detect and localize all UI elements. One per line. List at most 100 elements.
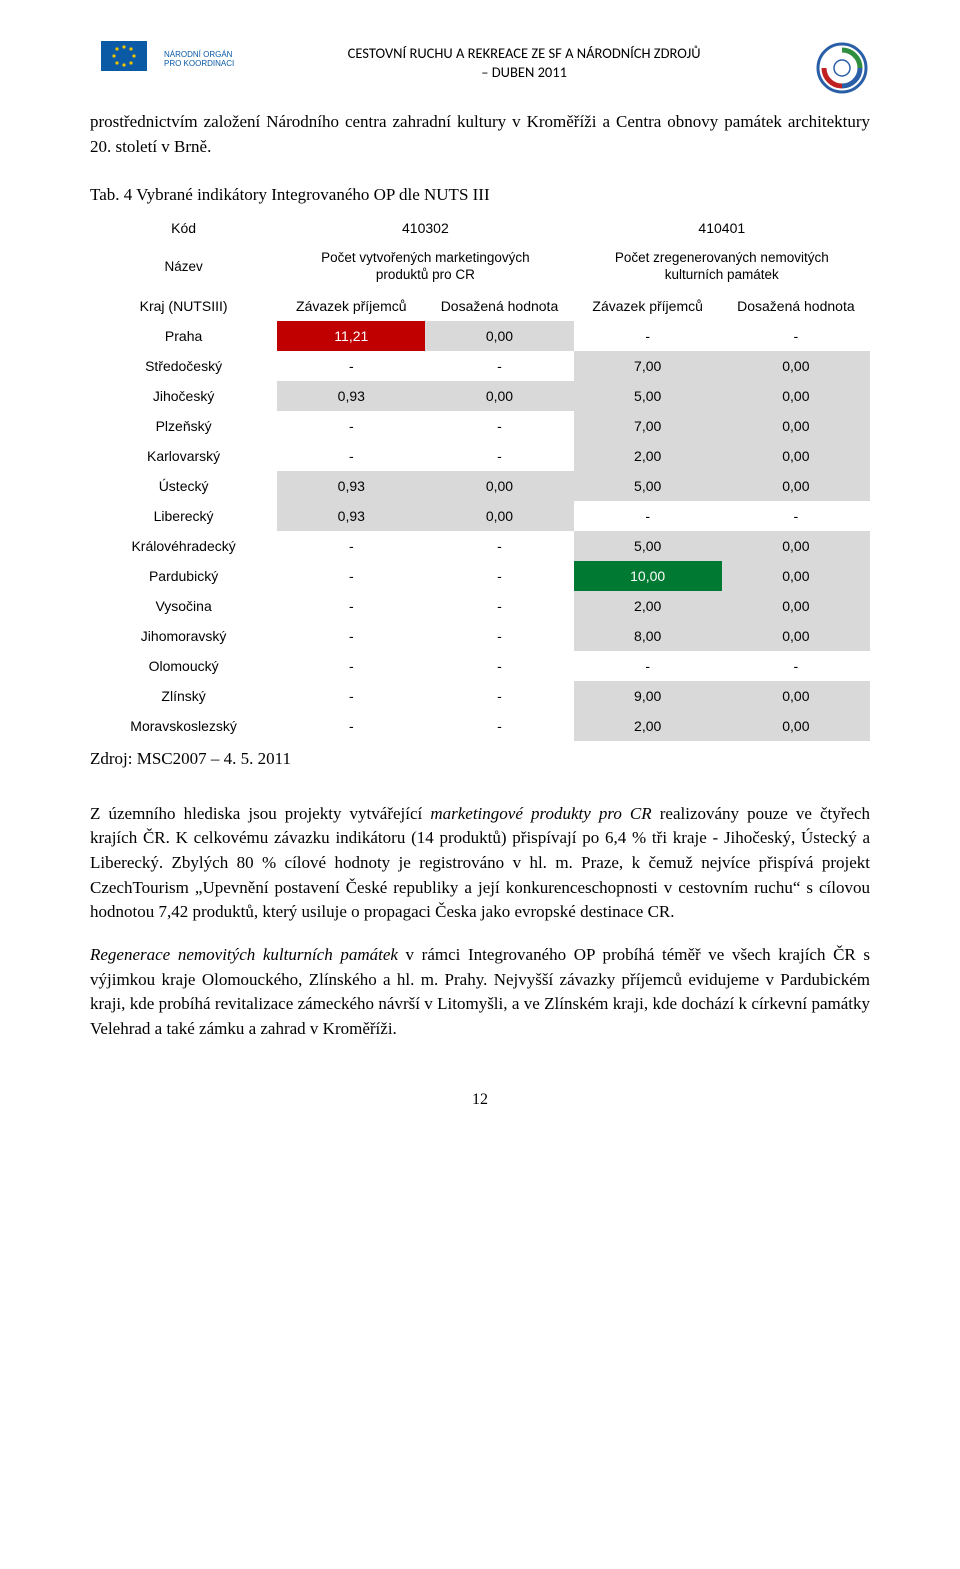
table-row: Plzeňský--7,000,00: [90, 411, 870, 441]
page-number: 12: [90, 1091, 870, 1109]
cell-value: 0,00: [722, 711, 870, 741]
page-header: NÁRODNÍ ORGÁN PRO KOORDINACI CESTOVNÍ RU…: [90, 40, 870, 96]
col-head-kraj: Kraj (NUTSIII): [90, 291, 277, 321]
cell-value: 7,00: [574, 411, 722, 441]
col-head-nazev: Název: [90, 243, 277, 291]
table-row: Karlovarský--2,000,00: [90, 441, 870, 471]
cell-value: -: [277, 651, 425, 681]
table-row: Moravskoslezský--2,000,00: [90, 711, 870, 741]
table-row-kod: Kód410302410401: [90, 213, 870, 243]
region-name: Vysočina: [90, 591, 277, 621]
cell-value: -: [425, 531, 573, 561]
region-name: Královéhradecký: [90, 531, 277, 561]
cell-value: 0,93: [277, 381, 425, 411]
cell-value: -: [425, 711, 573, 741]
cell-value: -: [425, 561, 573, 591]
cell-value: 10,00: [574, 561, 722, 591]
cell-value: 0,93: [277, 471, 425, 501]
p1-lead: Z územního hlediska jsou projekty vytvář…: [90, 804, 430, 823]
cell-value: 5,00: [574, 531, 722, 561]
cell-value: -: [722, 501, 870, 531]
cell-value: -: [425, 441, 573, 471]
ministry-seal-icon: [814, 40, 870, 96]
table-row: Jihomoravský--8,000,00: [90, 621, 870, 651]
table-row: Vysočina--2,000,00: [90, 591, 870, 621]
cell-value: 0,00: [722, 441, 870, 471]
region-name: Jihomoravský: [90, 621, 277, 651]
cell-value: 0,00: [722, 471, 870, 501]
table-row-nazev: NázevPočet vytvořených marketingovýchpro…: [90, 243, 870, 291]
indicator-name-1: Počet vytvořených marketingovýchproduktů…: [277, 243, 573, 291]
code-410302: 410302: [277, 213, 573, 243]
cell-value: -: [277, 681, 425, 711]
table-row: Olomoucký----: [90, 651, 870, 681]
table-row: Pardubický--10,000,00: [90, 561, 870, 591]
indicators-table: Kód410302410401NázevPočet vytvořených ma…: [90, 213, 870, 741]
table-caption: Tab. 4 Vybrané indikátory Integrovaného …: [90, 185, 870, 205]
subhead-3: Závazek příjemců: [574, 291, 722, 321]
cell-value: 0,00: [722, 591, 870, 621]
cell-value: -: [722, 651, 870, 681]
cell-value: 5,00: [574, 471, 722, 501]
cell-value: -: [277, 531, 425, 561]
cell-value: 0,00: [722, 561, 870, 591]
cell-value: -: [277, 441, 425, 471]
table-row: Zlínský--9,000,00: [90, 681, 870, 711]
cell-value: -: [574, 651, 722, 681]
cell-value: 0,00: [722, 351, 870, 381]
cell-value: -: [277, 411, 425, 441]
cell-value: 8,00: [574, 621, 722, 651]
region-name: Olomoucký: [90, 651, 277, 681]
table-row: Královéhradecký--5,000,00: [90, 531, 870, 561]
header-line1: CESTOVNÍ RUCHU A REKREACE ZE SF A NÁRODN…: [234, 44, 814, 63]
logo-right-wrap: [814, 40, 870, 96]
cell-value: 0,00: [722, 531, 870, 561]
cell-value: 2,00: [574, 711, 722, 741]
cell-value: -: [574, 321, 722, 351]
header-title: CESTOVNÍ RUCHU A REKREACE ZE SF A NÁRODN…: [234, 40, 814, 82]
cell-value: -: [425, 621, 573, 651]
region-name: Pardubický: [90, 561, 277, 591]
table-row: Středočeský--7,000,00: [90, 351, 870, 381]
cell-value: -: [425, 351, 573, 381]
subhead-4: Dosažená hodnota: [722, 291, 870, 321]
cell-value: 0,00: [722, 381, 870, 411]
cell-value: 2,00: [574, 441, 722, 471]
subhead-1: Závazek příjemců: [277, 291, 425, 321]
cell-value: 0,00: [425, 321, 573, 351]
region-name: Ústecký: [90, 471, 277, 501]
logo-left-label: NÁRODNÍ ORGÁN PRO KOORDINACI: [164, 51, 234, 69]
region-name: Středočeský: [90, 351, 277, 381]
col-head-kod: Kód: [90, 213, 277, 243]
page: NÁRODNÍ ORGÁN PRO KOORDINACI CESTOVNÍ RU…: [0, 0, 960, 1169]
cell-value: 5,00: [574, 381, 722, 411]
cell-value: 0,00: [425, 381, 573, 411]
cell-value: -: [425, 411, 573, 441]
body-intro: prostřednictvím založení Národního centr…: [90, 110, 870, 159]
cell-value: -: [425, 681, 573, 711]
cell-value: 2,00: [574, 591, 722, 621]
cell-value: -: [722, 321, 870, 351]
cell-value: -: [277, 561, 425, 591]
subhead-2: Dosažená hodnota: [425, 291, 573, 321]
region-name: Karlovarský: [90, 441, 277, 471]
cell-value: 0,00: [425, 501, 573, 531]
region-name: Plzeňský: [90, 411, 277, 441]
table-row: Praha11,210,00--: [90, 321, 870, 351]
cell-value: -: [425, 591, 573, 621]
table-row: Jihočeský0,930,005,000,00: [90, 381, 870, 411]
paragraph-2: Regenerace nemovitých kulturních památek…: [90, 943, 870, 1042]
cell-value: 0,93: [277, 501, 425, 531]
region-name: Zlínský: [90, 681, 277, 711]
p1-em: marketingové produkty pro CR: [430, 804, 651, 823]
region-name: Moravskoslezský: [90, 711, 277, 741]
cell-value: 0,00: [722, 411, 870, 441]
cell-value: -: [277, 621, 425, 651]
cell-value: 0,00: [722, 681, 870, 711]
cell-value: -: [425, 651, 573, 681]
cell-value: -: [277, 591, 425, 621]
cell-value: -: [277, 351, 425, 381]
region-name: Jihočeský: [90, 381, 277, 411]
eu-flag-icon: [90, 40, 158, 80]
cell-value: 11,21: [277, 321, 425, 351]
